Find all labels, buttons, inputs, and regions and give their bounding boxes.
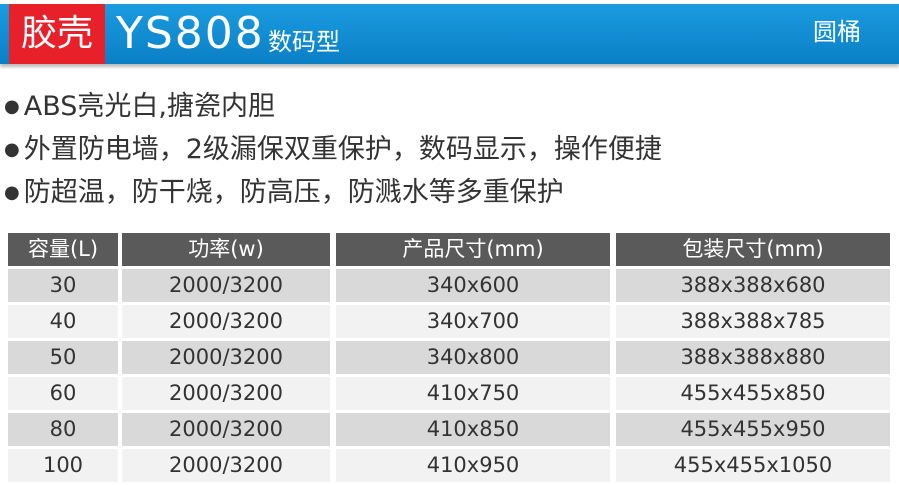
shape: 圆桶 <box>813 18 861 46</box>
table-cell: 2000/3200 <box>122 305 330 338</box>
table-cell: 388x388x880 <box>616 341 890 374</box>
table-cell: 50 <box>8 341 118 374</box>
table-cell: 340x700 <box>336 305 610 338</box>
bullet: 外置防电墙，2级漏保双重保护，数码显示，操作便捷 <box>4 127 662 166</box>
table-cell: 2000/3200 <box>122 341 330 374</box>
brand: 胶壳 <box>9 4 105 64</box>
bullet: 防超温，防干烧，防高压，防溅水等多重保护 <box>4 170 564 209</box>
table-cell: 40 <box>8 305 118 338</box>
column-header: 功率(w) <box>122 233 330 266</box>
table-cell: 388x388x680 <box>616 269 890 302</box>
table-cell: 2000/3200 <box>122 377 330 410</box>
table-cell: 340x800 <box>336 341 610 374</box>
header-bar <box>0 4 899 64</box>
table-cell: 340x600 <box>336 269 610 302</box>
table-cell: 410x750 <box>336 377 610 410</box>
table-cell: 410x850 <box>336 413 610 446</box>
table-cell: 455x455x850 <box>616 377 890 410</box>
column-header: 包装尺寸(mm) <box>616 233 890 266</box>
table-cell: 455x455x950 <box>616 413 890 446</box>
table-cell: 80 <box>8 413 118 446</box>
model: YS808 <box>116 8 265 59</box>
table-cell: 100 <box>8 449 118 482</box>
table-cell: 410x950 <box>336 449 610 482</box>
column-header: 产品尺寸(mm) <box>336 233 610 266</box>
table-cell: 2000/3200 <box>122 269 330 302</box>
table-cell: 455x455x1050 <box>616 449 890 482</box>
subtitle: 数码型 <box>268 28 340 56</box>
bullet: ABS亮光白,搪瓷内胆 <box>4 84 275 123</box>
table-cell: 2000/3200 <box>122 449 330 482</box>
table-cell: 2000/3200 <box>122 413 330 446</box>
column-header: 容量(L) <box>8 233 118 266</box>
table-cell: 388x388x785 <box>616 305 890 338</box>
table-cell: 60 <box>8 377 118 410</box>
table-cell: 30 <box>8 269 118 302</box>
